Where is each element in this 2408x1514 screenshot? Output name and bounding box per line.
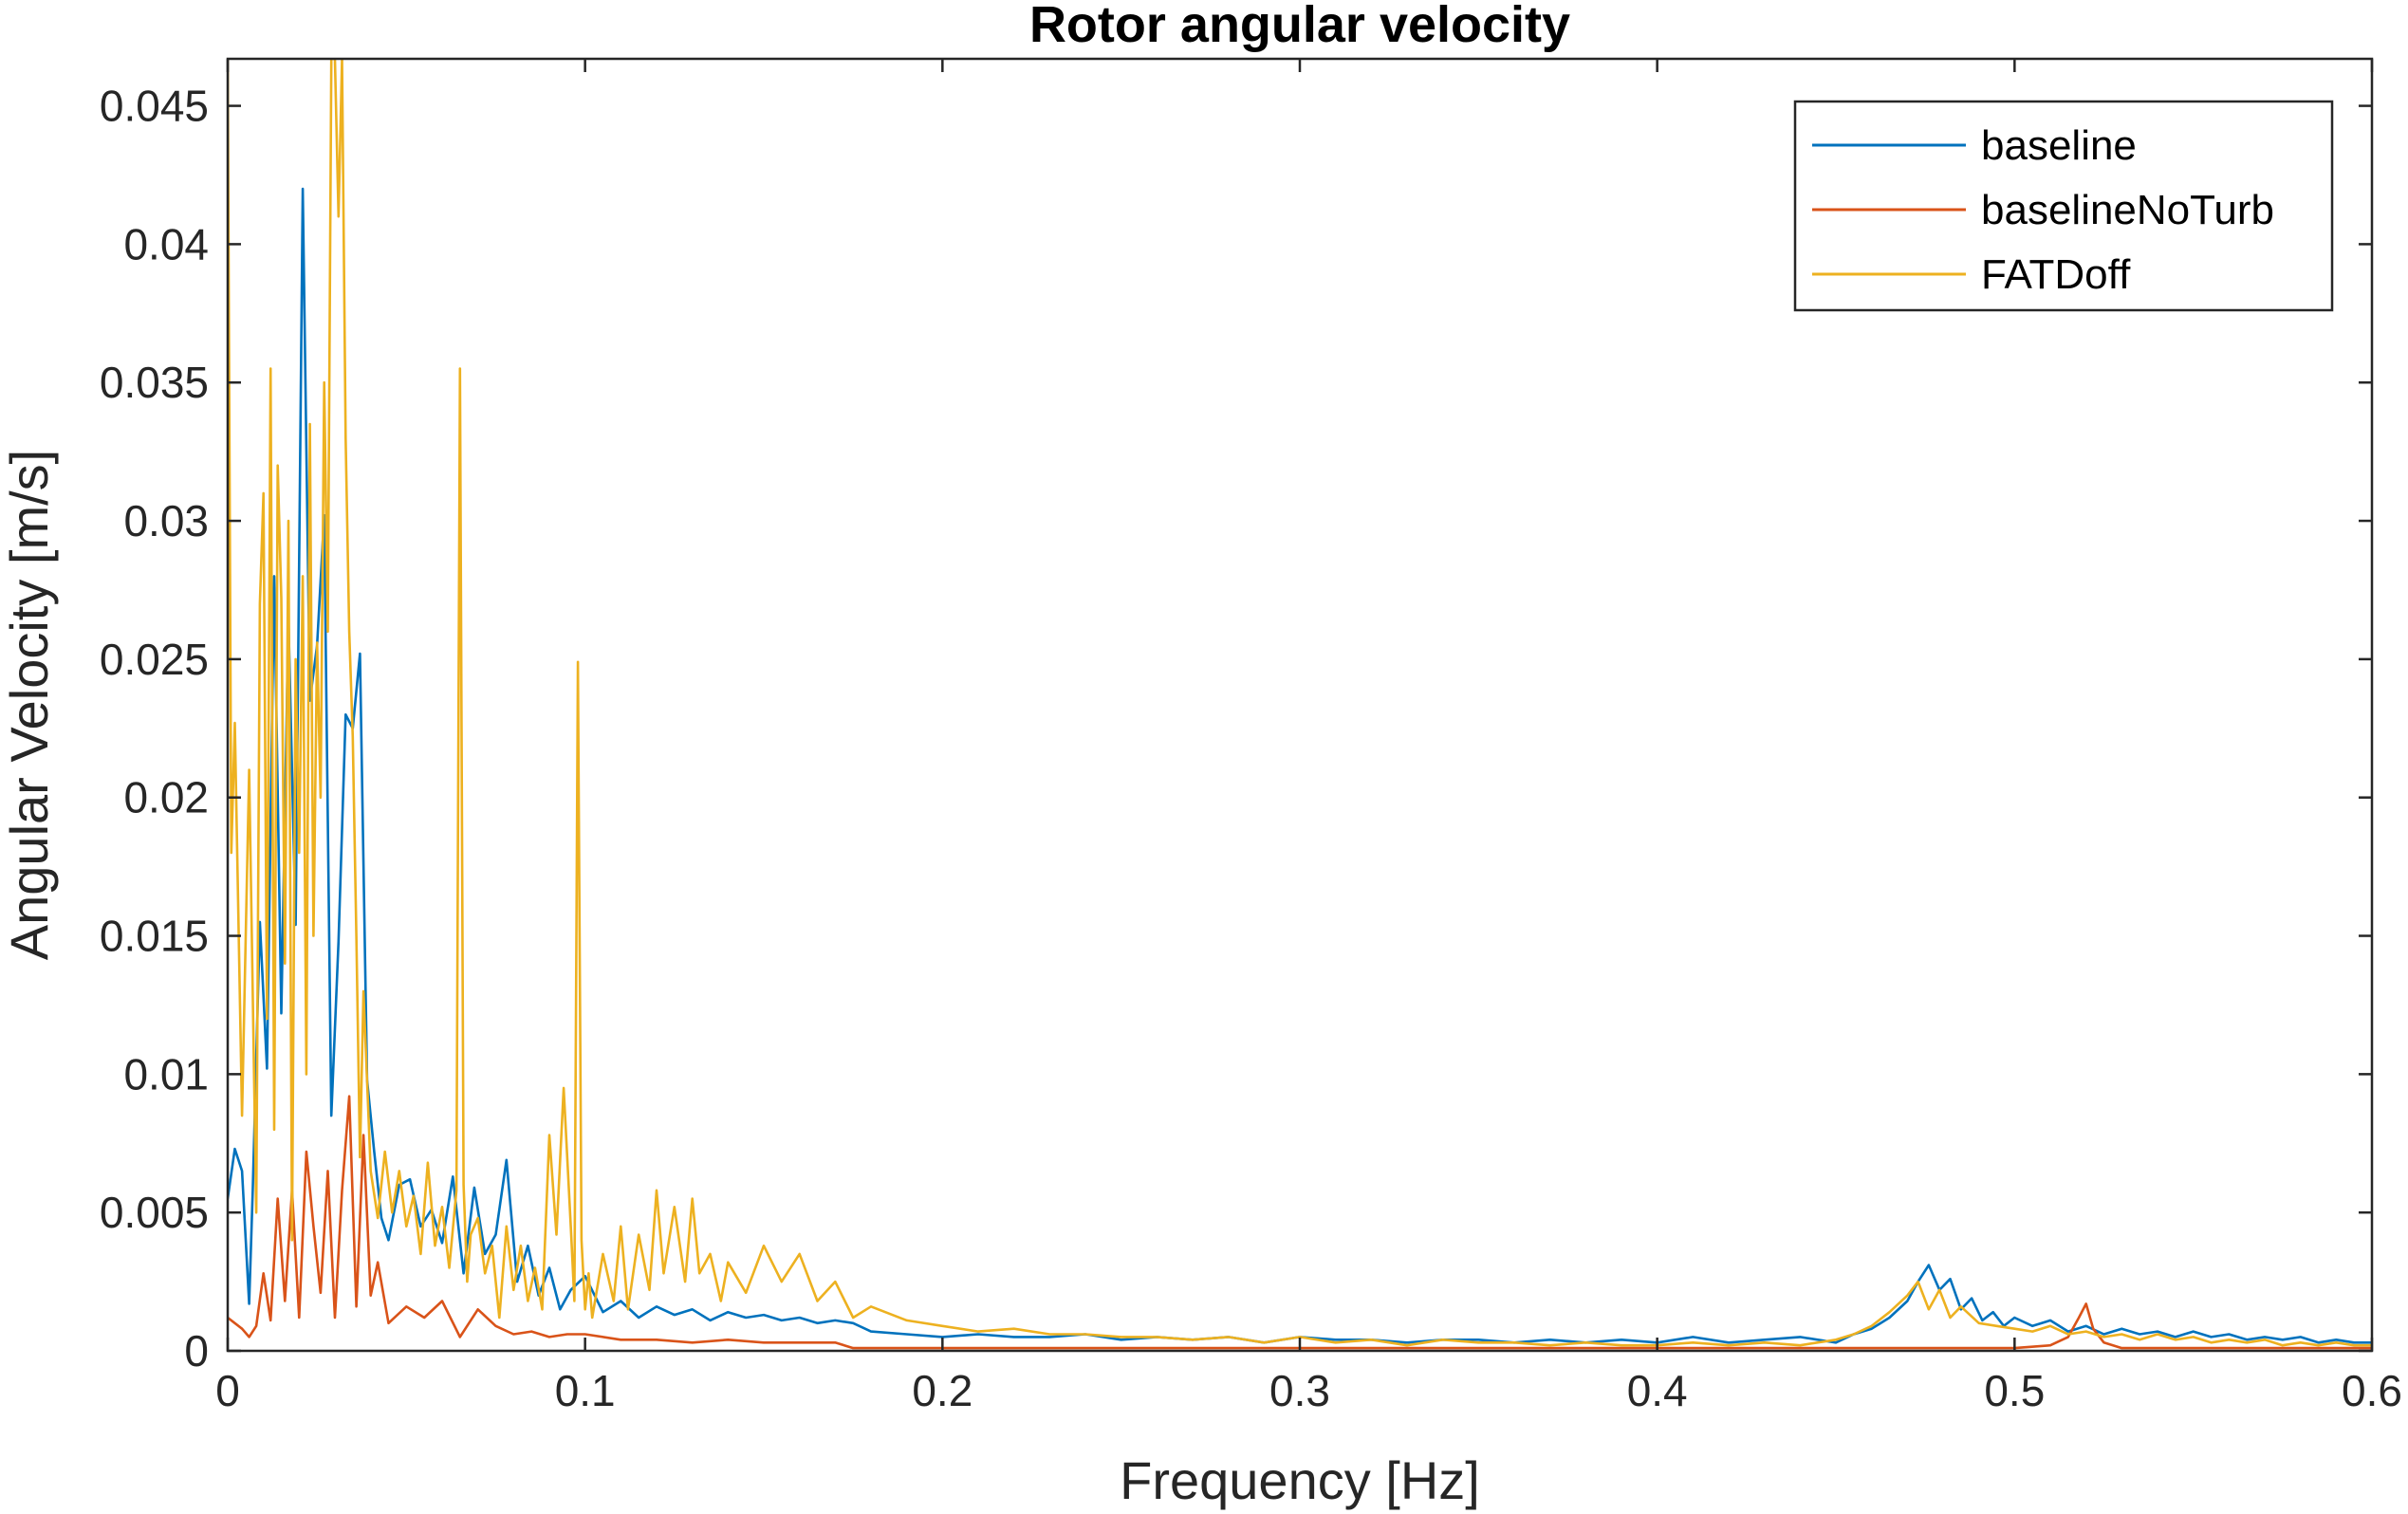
- ticks-layer: 0 0.1 0.2 0.3 0.4 0.5 0.6 0 0.005 0.01 0.015 0.02 0.…: [100, 59, 2402, 1415]
- legend-label-baseline: baseline: [1981, 122, 2137, 169]
- x-tick-label: 0.1: [555, 1366, 616, 1415]
- y-tick-label: 0.005: [100, 1188, 209, 1237]
- y-axis-label: Angular Velocity [m/s]: [0, 450, 59, 960]
- legend-label-baselineNoTurb: baselineNoTurb: [1981, 187, 2274, 233]
- series-layer: [228, 59, 2372, 1350]
- series-line-FATDoff: [228, 59, 2372, 1347]
- legend-entries: baseline baselineNoTurb FATDoff: [1812, 122, 2274, 298]
- y-tick-label: 0.035: [100, 358, 209, 407]
- x-tick-label: 0.2: [912, 1366, 972, 1415]
- legend: baseline baselineNoTurb FATDoff: [1793, 100, 2334, 312]
- x-tick-label: 0.4: [1627, 1366, 1688, 1415]
- x-tick-label: 0.5: [1984, 1366, 2045, 1415]
- series-line-baseline: [228, 187, 2372, 1344]
- x-tick-label: 0.6: [2342, 1366, 2402, 1415]
- y-tick-label: 0.01: [123, 1049, 209, 1099]
- y-tick-label: 0.025: [100, 635, 209, 684]
- x-tick-label: 0.3: [1269, 1366, 1330, 1415]
- y-tick-label: 0: [184, 1326, 209, 1376]
- y-tick-label: 0.045: [100, 82, 209, 131]
- y-tick-label: 0.015: [100, 912, 209, 961]
- legend-label-FATDoff: FATDoff: [1981, 251, 2131, 298]
- x-tick-label: 0: [215, 1366, 240, 1415]
- y-tick-label: 0.03: [123, 496, 209, 545]
- series-line-baselineNoTurb: [228, 1095, 2372, 1350]
- x-axis-label: Frequency [Hz]: [1120, 1450, 1480, 1510]
- chart-title: Rotor angular velocity: [1029, 0, 1570, 53]
- y-tick-label: 0.04: [123, 219, 209, 268]
- y-tick-label: 0.02: [123, 773, 209, 822]
